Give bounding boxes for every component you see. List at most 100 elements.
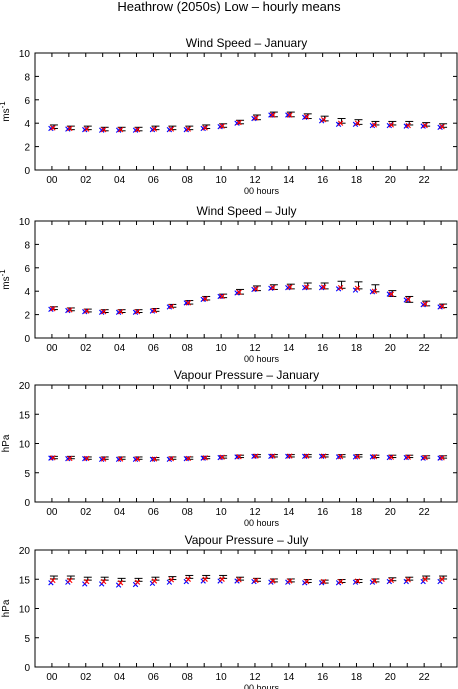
cross-stroke: [183, 300, 189, 306]
x-tick-label: 02: [80, 175, 92, 186]
data-point-red: [117, 126, 124, 133]
cross-stroke: [405, 296, 411, 303]
cross-stroke: [168, 303, 175, 310]
y-axis-label: ms-1: [0, 101, 12, 122]
data-point-red: [84, 126, 90, 132]
cross-stroke: [253, 115, 259, 121]
cross-stroke: [168, 577, 175, 583]
data-point-red: [134, 579, 141, 585]
data-point-red: [84, 455, 90, 462]
cross-stroke: [117, 308, 124, 315]
data-point-red: [168, 126, 175, 132]
data-point-red: [253, 453, 259, 459]
data-point-red: [337, 285, 344, 291]
cross-stroke: [405, 577, 411, 583]
cross-stroke: [388, 454, 395, 460]
data-point-red: [320, 284, 327, 290]
data-point-red: [117, 456, 124, 462]
cross-stroke: [439, 124, 445, 130]
data-point-red: [219, 293, 225, 300]
y-tick-label: 5: [24, 634, 30, 645]
data-point-red: [134, 126, 141, 133]
cross-stroke: [388, 291, 395, 297]
cross-stroke: [405, 454, 411, 460]
data-point-red: [354, 120, 361, 126]
x-axis-label: 00 hours: [244, 354, 280, 364]
x-axis-label: 00 hours: [244, 518, 280, 528]
x-tick-label: 00: [46, 175, 58, 186]
cross-stroke: [287, 284, 293, 290]
x-tick-label: 16: [317, 507, 329, 518]
data-point-red: [151, 578, 158, 584]
cross-stroke: [168, 456, 175, 462]
data-point-red: [422, 576, 428, 582]
cross-stroke: [185, 300, 191, 306]
x-tick-label: 14: [283, 507, 295, 518]
data-point-red: [405, 122, 411, 129]
cross-stroke: [304, 453, 310, 459]
x-tick-label: 10: [216, 672, 228, 683]
panel-4: Vapour Pressure – July 0 5 10 15 20 hPa 00 02 04 0…: [1, 533, 458, 689]
panel-title: Vapour Pressure – January: [174, 368, 319, 382]
data-point-blue: [386, 291, 393, 297]
cross-stroke: [270, 112, 276, 118]
cross-stroke: [117, 456, 124, 462]
data-point-red: [270, 578, 276, 584]
y-tick-label: 10: [19, 217, 31, 228]
data-point-red: [371, 122, 378, 128]
x-tick-label: 16: [317, 175, 329, 186]
cross-stroke: [354, 285, 361, 291]
x-tick-label: 04: [114, 507, 126, 518]
cross-stroke: [388, 577, 395, 584]
x-tick-label: 22: [419, 175, 431, 186]
x-tick-label: 02: [80, 672, 92, 683]
cross-stroke: [422, 576, 428, 582]
y-tick-label: 15: [19, 575, 31, 586]
cross-stroke: [337, 578, 344, 585]
data-point-red: [320, 117, 327, 123]
y-tick-label: 5: [24, 469, 30, 480]
data-point-red: [84, 308, 90, 314]
x-tick-label: 08: [182, 175, 194, 186]
page-title: Heathrow (2050s) Low – hourly means: [117, 0, 341, 14]
x-tick-label: 08: [182, 343, 194, 354]
cross-stroke: [422, 454, 428, 461]
data-point-red: [320, 453, 327, 459]
cross-stroke: [422, 301, 428, 307]
cross-stroke: [168, 126, 175, 132]
x-tick-label: 04: [114, 672, 126, 683]
data-point-red: [371, 288, 378, 294]
y-axis-label: hPa: [1, 599, 12, 617]
cross-stroke: [219, 576, 225, 582]
x-tick-label: 12: [249, 343, 261, 354]
cross-stroke: [304, 114, 310, 120]
data-point-red: [100, 308, 107, 315]
y-tick-label: 0: [24, 498, 30, 509]
cross-stroke: [439, 576, 445, 582]
data-point-red: [100, 578, 107, 585]
cross-stroke: [100, 126, 107, 133]
data-point-red: [337, 453, 344, 460]
y-axis-label-exponent: -1: [0, 101, 7, 109]
data-point-red: [67, 307, 73, 313]
data-point-red: [168, 303, 175, 310]
cross-stroke: [354, 453, 361, 460]
data-point-red: [67, 125, 73, 132]
data-point-blue: [217, 293, 223, 300]
x-tick-label: 22: [419, 507, 431, 518]
cross-stroke: [134, 126, 141, 133]
x-tick-label: 10: [216, 507, 228, 518]
data-point-red: [202, 576, 208, 582]
cross-stroke: [50, 125, 56, 131]
cross-stroke: [185, 455, 191, 462]
data-point-red: [320, 578, 327, 585]
y-tick-label: 0: [24, 166, 30, 177]
x-tick-label: 12: [249, 507, 261, 518]
x-tick-label: 22: [419, 343, 431, 354]
plot-frame: [34, 549, 458, 668]
data-point-red: [219, 576, 225, 582]
cross-stroke: [236, 289, 242, 296]
data-point-red: [388, 577, 395, 584]
x-tick-label: 18: [351, 175, 363, 186]
data-point-red: [236, 577, 242, 583]
